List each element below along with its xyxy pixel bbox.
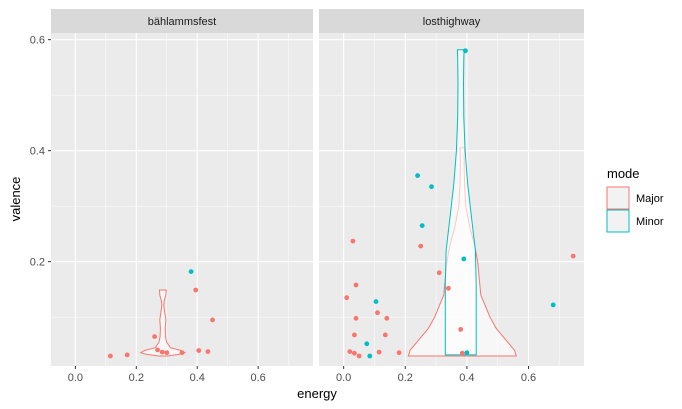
x-tick-label: 0.6 [521, 372, 536, 384]
point-minor [429, 184, 434, 190]
point-major [570, 253, 576, 259]
point-minor [364, 341, 370, 347]
facet-panel-2: losthighway [319, 9, 584, 366]
point-major [356, 353, 362, 359]
point-major [376, 349, 382, 355]
plot-panel-1 [51, 33, 313, 366]
x-axis-title: energy [297, 386, 337, 401]
point-major [396, 350, 402, 356]
point-major [164, 350, 170, 356]
legend-label-major: Major [636, 193, 664, 205]
facet-strip-label-2: losthighway [423, 16, 481, 28]
point-major [384, 315, 390, 321]
point-minor [463, 48, 468, 54]
legend: mode Major Minor [606, 166, 664, 233]
y-tick-label: 0.4 [30, 146, 45, 158]
facet-strip-label-1: bählammsfest [148, 16, 216, 28]
point-major [159, 349, 165, 355]
point-major [210, 317, 215, 323]
x-axis-ticks-panel-2: 0.0 0.2 0.4 0.6 [336, 366, 536, 384]
point-major [205, 349, 211, 354]
y-tick-label: 0.6 [30, 35, 45, 47]
point-major [458, 327, 464, 332]
legend-label-minor: Minor [636, 216, 664, 228]
point-major [352, 350, 357, 356]
point-major [375, 310, 380, 316]
point-major [196, 348, 202, 353]
point-minor [550, 302, 556, 308]
legend-key-minor [606, 209, 630, 233]
point-major [436, 270, 442, 276]
point-major [179, 350, 185, 356]
points-panel-1 [108, 269, 215, 359]
x-tick-label: 0.4 [459, 372, 474, 384]
violins-panel-2 [407, 49, 517, 357]
x-tick-label: 0.4 [190, 372, 205, 384]
point-major [353, 282, 359, 288]
point-major [344, 295, 350, 301]
point-major [152, 334, 158, 339]
x-tick-label: 0.6 [251, 372, 266, 384]
point-major [382, 332, 388, 338]
point-major [350, 238, 356, 244]
y-axis-ticks: 0.2 0.4 0.6 [30, 35, 51, 269]
x-tick-label: 0.2 [398, 372, 413, 384]
point-major [446, 285, 451, 291]
point-minor [415, 173, 420, 179]
point-major [418, 243, 424, 249]
x-axis-ticks-panel-1: 0.0 0.2 0.4 0.6 [68, 366, 266, 384]
gridlines-panel-1 [51, 33, 313, 366]
point-major [352, 332, 357, 338]
y-tick-label: 0.2 [30, 257, 45, 269]
point-major [155, 347, 161, 353]
legend-key-major [606, 186, 630, 210]
point-major [108, 353, 113, 359]
point-major [347, 349, 353, 354]
point-minor [464, 350, 470, 356]
point-minor [188, 269, 194, 274]
facet-strip-2 [319, 9, 584, 33]
y-axis-title: valence [8, 177, 23, 222]
point-minor [419, 223, 425, 229]
legend-entry-minor: Minor [606, 209, 664, 233]
violins-panel-1 [139, 289, 187, 357]
violin-major [139, 289, 187, 357]
legend-entry-major: Major [606, 186, 664, 210]
legend-title: mode [607, 166, 640, 181]
point-minor [367, 353, 373, 359]
point-minor [461, 256, 467, 262]
point-major [353, 315, 359, 321]
point-minor [373, 299, 379, 304]
facet-panel-1: bählammsfest [51, 9, 313, 366]
x-tick-label: 0.0 [68, 372, 83, 384]
point-major [193, 287, 199, 293]
x-tick-label: 0.2 [129, 372, 144, 384]
violin-minor [444, 49, 477, 356]
point-major [459, 350, 465, 356]
facet-strip-1 [51, 9, 313, 33]
point-major [124, 352, 130, 358]
points-panel-2 [344, 48, 576, 359]
x-tick-label: 0.0 [336, 372, 351, 384]
